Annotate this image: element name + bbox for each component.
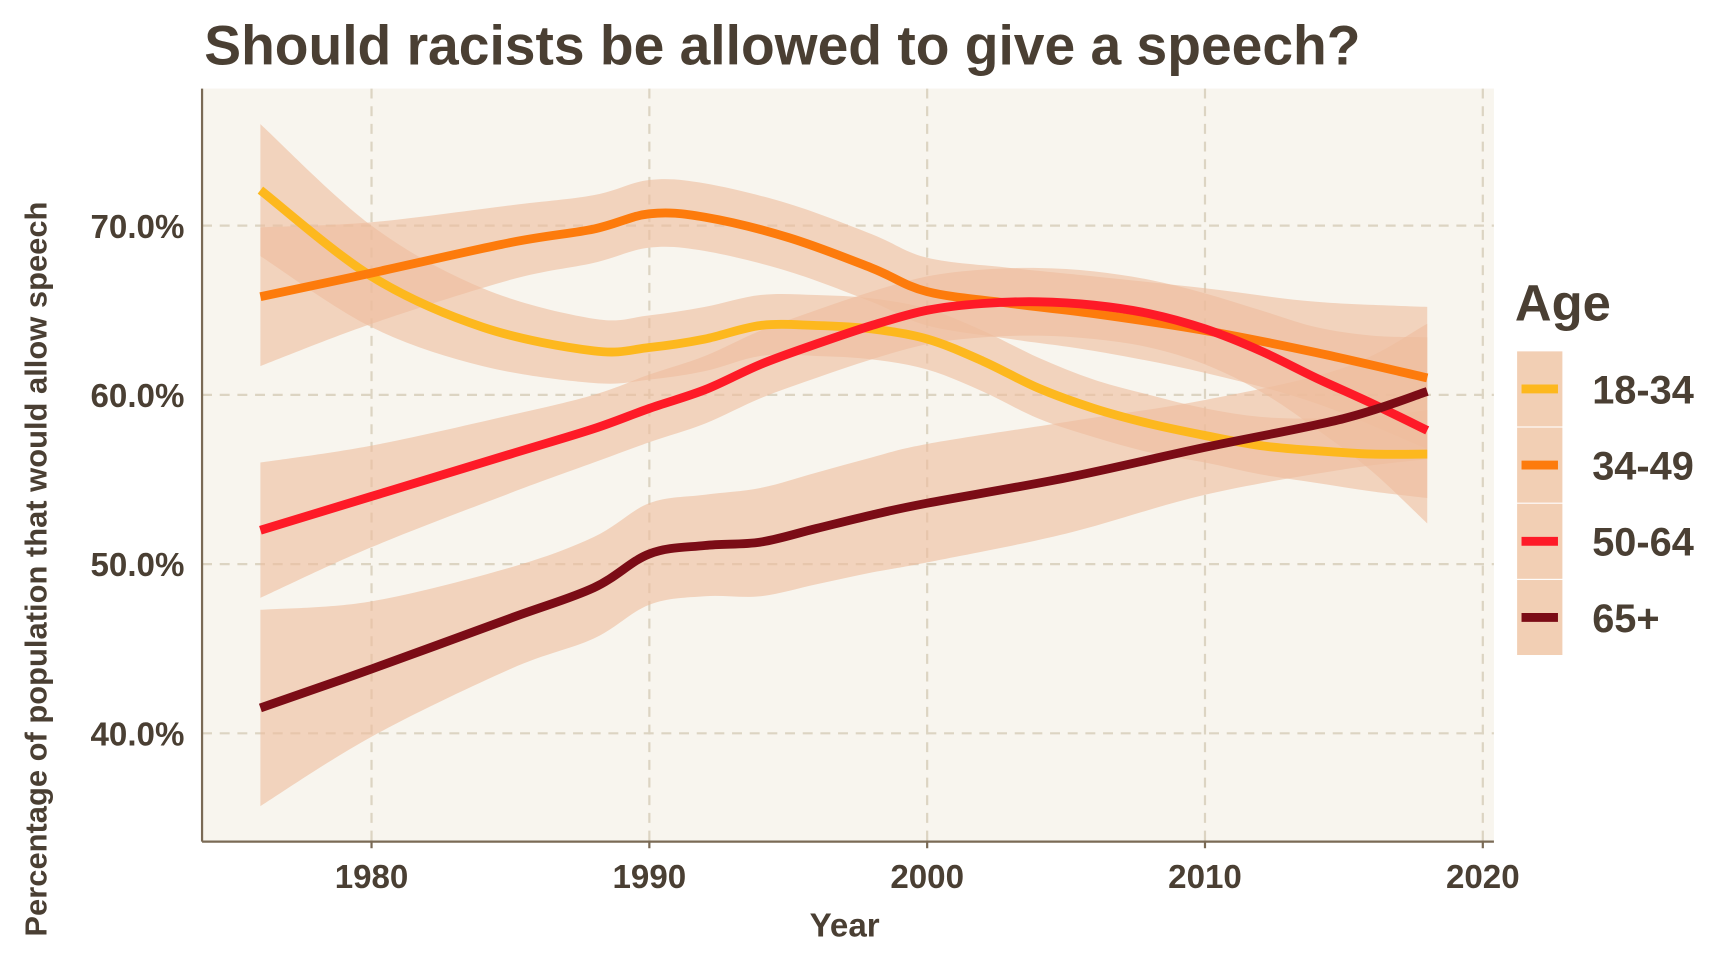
- confidence-band-65+: [260, 323, 1428, 807]
- y-tick-label: 40.0%: [91, 716, 185, 753]
- legend-label: 18-34: [1592, 368, 1694, 412]
- y-tick-label: 70.0%: [91, 209, 185, 246]
- legend-label: 50-64: [1592, 521, 1694, 565]
- series-line-18-34: [257, 186, 1428, 459]
- confidence-band-34-49: [260, 179, 1428, 450]
- series-line-65+: [258, 387, 1429, 713]
- y-tick-label: 60.0%: [91, 378, 185, 415]
- x-tick-label: 1980: [335, 859, 409, 896]
- chart-title: Should racists be allowed to give a spee…: [204, 14, 1360, 76]
- legend-label: 65+: [1592, 597, 1659, 641]
- y-tick-label: 50.0%: [91, 547, 185, 584]
- x-tick-label: 2020: [1446, 859, 1520, 896]
- y-axis-label: Percentage of population that would allo…: [18, 202, 53, 937]
- tick-labels: 1980 1990 2000 2010 2020 40.0% 50.0% 60.0% 70.0%: [91, 209, 1520, 896]
- legend-title: Age: [1515, 274, 1611, 331]
- x-tick-label: 2010: [1168, 859, 1242, 896]
- legend-label: 34-49: [1592, 444, 1694, 488]
- x-axis-label: Year: [810, 908, 880, 945]
- x-tick-label: 1990: [613, 859, 687, 896]
- x-tick-label: 2000: [890, 859, 964, 896]
- series-lines: [257, 186, 1430, 713]
- series-line-50-64: [259, 297, 1430, 535]
- legend: Age 18-34 34-49 50-64 65+: [1515, 274, 1694, 656]
